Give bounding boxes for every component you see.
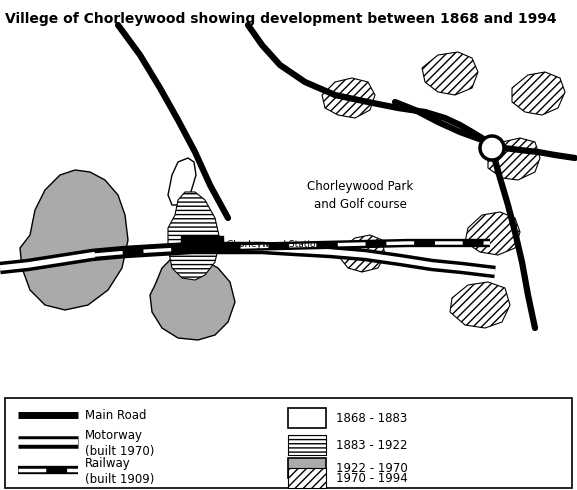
Text: 1922 - 1970: 1922 - 1970 [336,462,408,474]
Polygon shape [168,192,220,280]
Text: Railway: Railway [85,457,131,469]
Text: Chorleywood Park
and Golf course: Chorleywood Park and Golf course [307,179,413,211]
Polygon shape [20,170,128,310]
Polygon shape [150,255,235,340]
Bar [5,398,572,488]
Text: 1970 - 1994: 1970 - 1994 [336,471,408,485]
Text: 1868 - 1883: 1868 - 1883 [336,412,407,424]
Polygon shape [168,158,196,205]
Circle shape [480,136,504,160]
Text: Motorway: Motorway [85,428,143,441]
Text: (built 1970): (built 1970) [85,444,155,458]
Bar [288,458,326,478]
Text: Villege of Chorleywood showing development between 1868 and 1994: Villege of Chorleywood showing developme… [5,12,557,26]
Polygon shape [512,72,565,115]
Bar [288,435,326,455]
Text: Chorleywood Station: Chorleywood Station [227,240,321,248]
Bar [181,236,223,252]
Polygon shape [422,52,478,95]
Polygon shape [340,235,385,272]
Polygon shape [322,78,375,118]
Polygon shape [450,282,510,328]
Polygon shape [488,138,540,180]
Bar [288,468,326,488]
Text: (built 1909): (built 1909) [85,472,155,486]
Bar [288,408,326,428]
Text: Main Road: Main Road [85,409,147,421]
Polygon shape [465,212,520,255]
Text: 1883 - 1922: 1883 - 1922 [336,439,407,451]
